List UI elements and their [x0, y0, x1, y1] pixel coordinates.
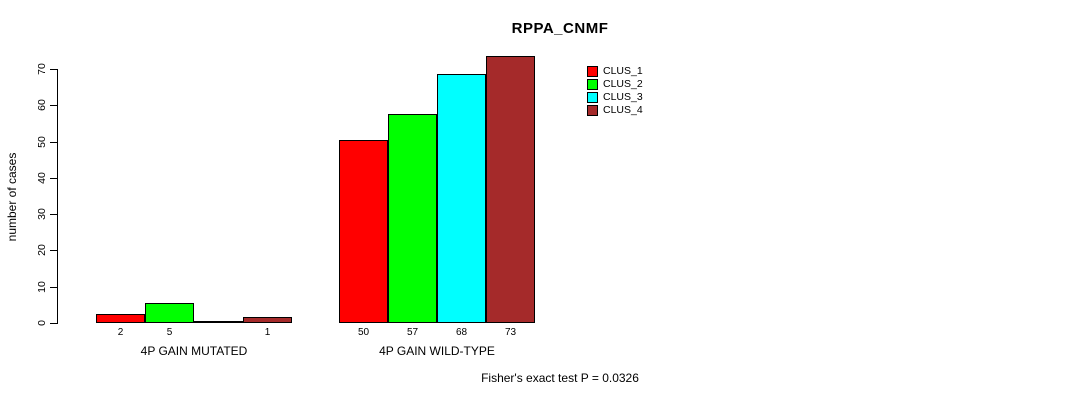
legend-swatch-clus_1 [587, 66, 598, 77]
chart-title: RPPA_CNMF [511, 20, 609, 37]
y-axis-tick-label: 0 [36, 320, 48, 326]
bar-clus_4-group2 [486, 56, 535, 323]
bar-clus_1-group1 [96, 314, 145, 323]
bar-value-label: 50 [357, 327, 370, 338]
bar-clus_3-group2 [437, 74, 486, 323]
y-axis-tick-label: 10 [36, 281, 48, 293]
y-axis-tick-label: 70 [36, 63, 48, 75]
bar-value-label: 73 [504, 327, 517, 338]
group-label: 4P GAIN WILD-TYPE [379, 344, 495, 358]
bar-value-label: 1 [264, 327, 271, 338]
legend-swatch-clus_4 [587, 105, 598, 116]
bar-value-label: 57 [406, 327, 419, 338]
y-axis-tick-label: 60 [36, 99, 48, 111]
y-axis-tick-label: 30 [36, 208, 48, 220]
y-axis-tick [50, 323, 57, 324]
legend-item-clus_1: CLUS_1 [587, 66, 643, 77]
legend-label: CLUS_2 [603, 78, 643, 90]
y-axis-tick [50, 287, 57, 288]
bar-clus_4-group1 [243, 317, 292, 323]
bar-clus_3-group1 [194, 321, 243, 323]
legend-item-clus_2: CLUS_2 [587, 79, 643, 90]
y-axis-tick [50, 142, 57, 143]
bar-value-label: 5 [166, 327, 173, 338]
y-axis-tick-label: 20 [36, 244, 48, 256]
bar-clus_1-group2 [339, 140, 388, 323]
y-axis-line [57, 69, 58, 324]
legend: CLUS_1 CLUS_2 CLUS_3 CLUS_4 [587, 66, 643, 118]
legend-item-clus_3: CLUS_3 [587, 92, 643, 103]
y-axis-tick-label: 40 [36, 172, 48, 184]
bar-value-label: 68 [455, 327, 468, 338]
bar-clus_2-group2 [388, 114, 437, 323]
y-axis-tick [50, 69, 57, 70]
y-axis-title: number of cases [5, 152, 19, 242]
y-axis-tick [50, 214, 57, 215]
y-axis-tick [50, 250, 57, 251]
y-axis-tick-label: 50 [36, 136, 48, 148]
annotation-text: Fisher's exact test P = 0.0326 [481, 371, 639, 385]
group-label: 4P GAIN MUTATED [140, 344, 248, 358]
legend-label: CLUS_1 [603, 65, 643, 77]
legend-swatch-clus_2 [587, 79, 598, 90]
legend-label: CLUS_4 [603, 104, 643, 116]
bar-value-label: 2 [117, 327, 124, 338]
y-axis-tick [50, 105, 57, 106]
legend-label: CLUS_3 [603, 91, 643, 103]
y-axis-tick [50, 178, 57, 179]
bar-clus_2-group1 [145, 303, 194, 323]
legend-item-clus_4: CLUS_4 [587, 105, 643, 116]
legend-swatch-clus_3 [587, 92, 598, 103]
